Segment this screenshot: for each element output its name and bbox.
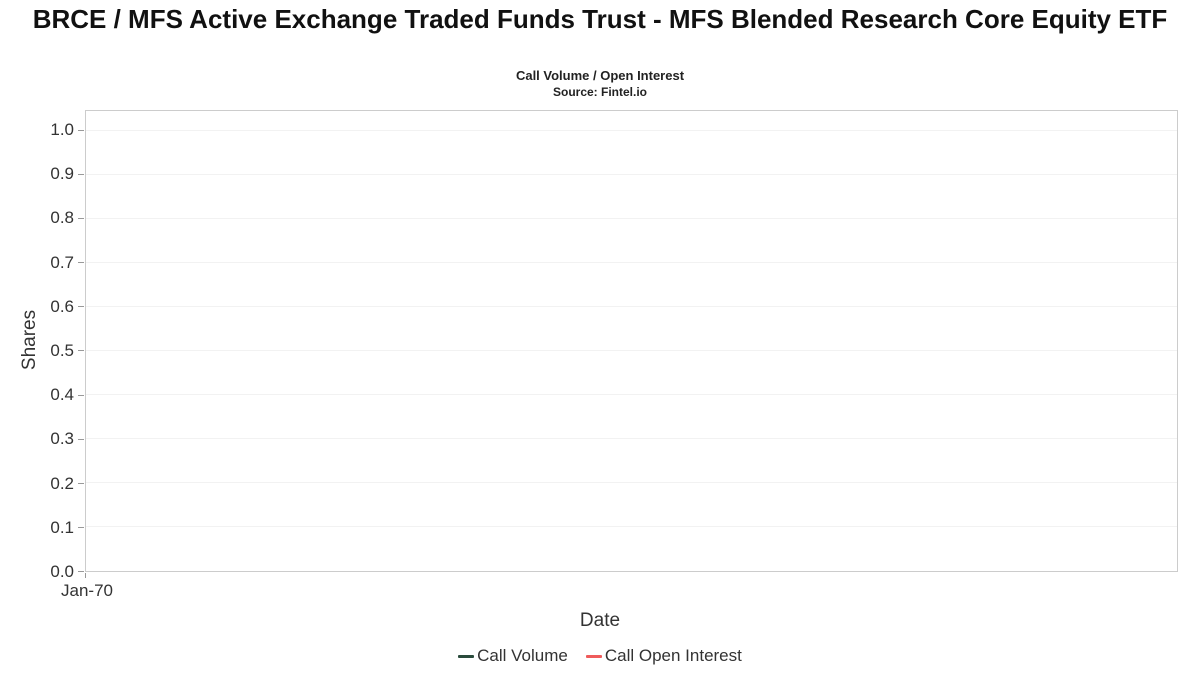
x-tick-label: Jan-70 [61,581,113,600]
y-tick-label: 0.2 [50,473,74,493]
y-tick-mark [78,438,84,440]
y-tick: 0.6 [0,296,84,318]
y-tick-mark [78,262,84,264]
plot-area [85,110,1178,572]
y-tick-mark [78,571,84,573]
y-tick-label: 0.0 [50,561,74,581]
gridline [86,438,1177,439]
y-axis-ticks: 1.0 0.9 0.8 0.7 0.6 0.5 0.4 0.3 [0,119,84,583]
y-tick: 0.5 [0,340,84,362]
gridline [86,350,1177,351]
y-tick-mark [78,217,84,219]
y-tick-mark [78,129,84,131]
gridline [86,306,1177,307]
gridline [86,526,1177,527]
y-tick-mark [78,173,84,175]
chart-title: BRCE / MFS Active Exchange Traded Funds … [32,4,1168,34]
y-tick-label: 0.6 [50,296,74,316]
y-tick-label: 0.3 [50,429,74,449]
call-volume-swatch [458,654,475,658]
x-tick-mark [85,573,86,578]
y-tick: 0.7 [0,252,84,274]
call-open-interest-swatch [585,654,602,658]
y-tick-label: 0.4 [50,385,74,405]
y-tick: 0.9 [0,163,84,185]
y-tick: 0.8 [0,207,84,229]
chart-subtitle: Call Volume / Open Interest [515,68,685,83]
y-tick-mark [78,394,84,396]
gridline [86,394,1177,395]
gridline [86,130,1177,131]
y-tick-mark [78,306,84,308]
legend-label-call-volume: Call Volume [477,646,568,665]
gridlines [86,130,1177,571]
legend: Call Volume Call Open Interest [0,646,1200,666]
legend-item-call-volume[interactable]: Call Volume [458,646,568,666]
gridline [86,174,1177,175]
legend-label-call-open-interest: Call Open Interest [604,646,742,665]
gridline [86,482,1177,483]
y-tick: 1.0 [0,119,84,141]
y-tick: 0.1 [0,517,84,539]
gridline [86,218,1177,219]
x-axis-label: Date [579,610,621,631]
y-tick: 0.4 [0,384,84,406]
y-tick-mark [78,483,84,484]
y-tick-label: 0.5 [50,340,74,360]
y-tick-label: 0.7 [50,252,74,272]
legend-item-call-open-interest[interactable]: Call Open Interest [585,646,742,666]
chart-source: Source: Fintel.io [552,85,647,99]
y-tick-label: 0.8 [50,208,74,228]
y-tick-label: 1.0 [50,120,74,139]
gridline [86,570,1177,571]
y-tick: 0.3 [0,428,84,450]
y-tick-label: 0.9 [50,164,74,184]
gridline [86,262,1177,263]
y-tick-label: 0.1 [50,517,74,537]
y-tick: 0.2 [0,473,84,495]
y-tick-mark [78,350,84,352]
y-tick-mark [78,527,84,529]
y-tick: 0.0 [0,561,84,583]
